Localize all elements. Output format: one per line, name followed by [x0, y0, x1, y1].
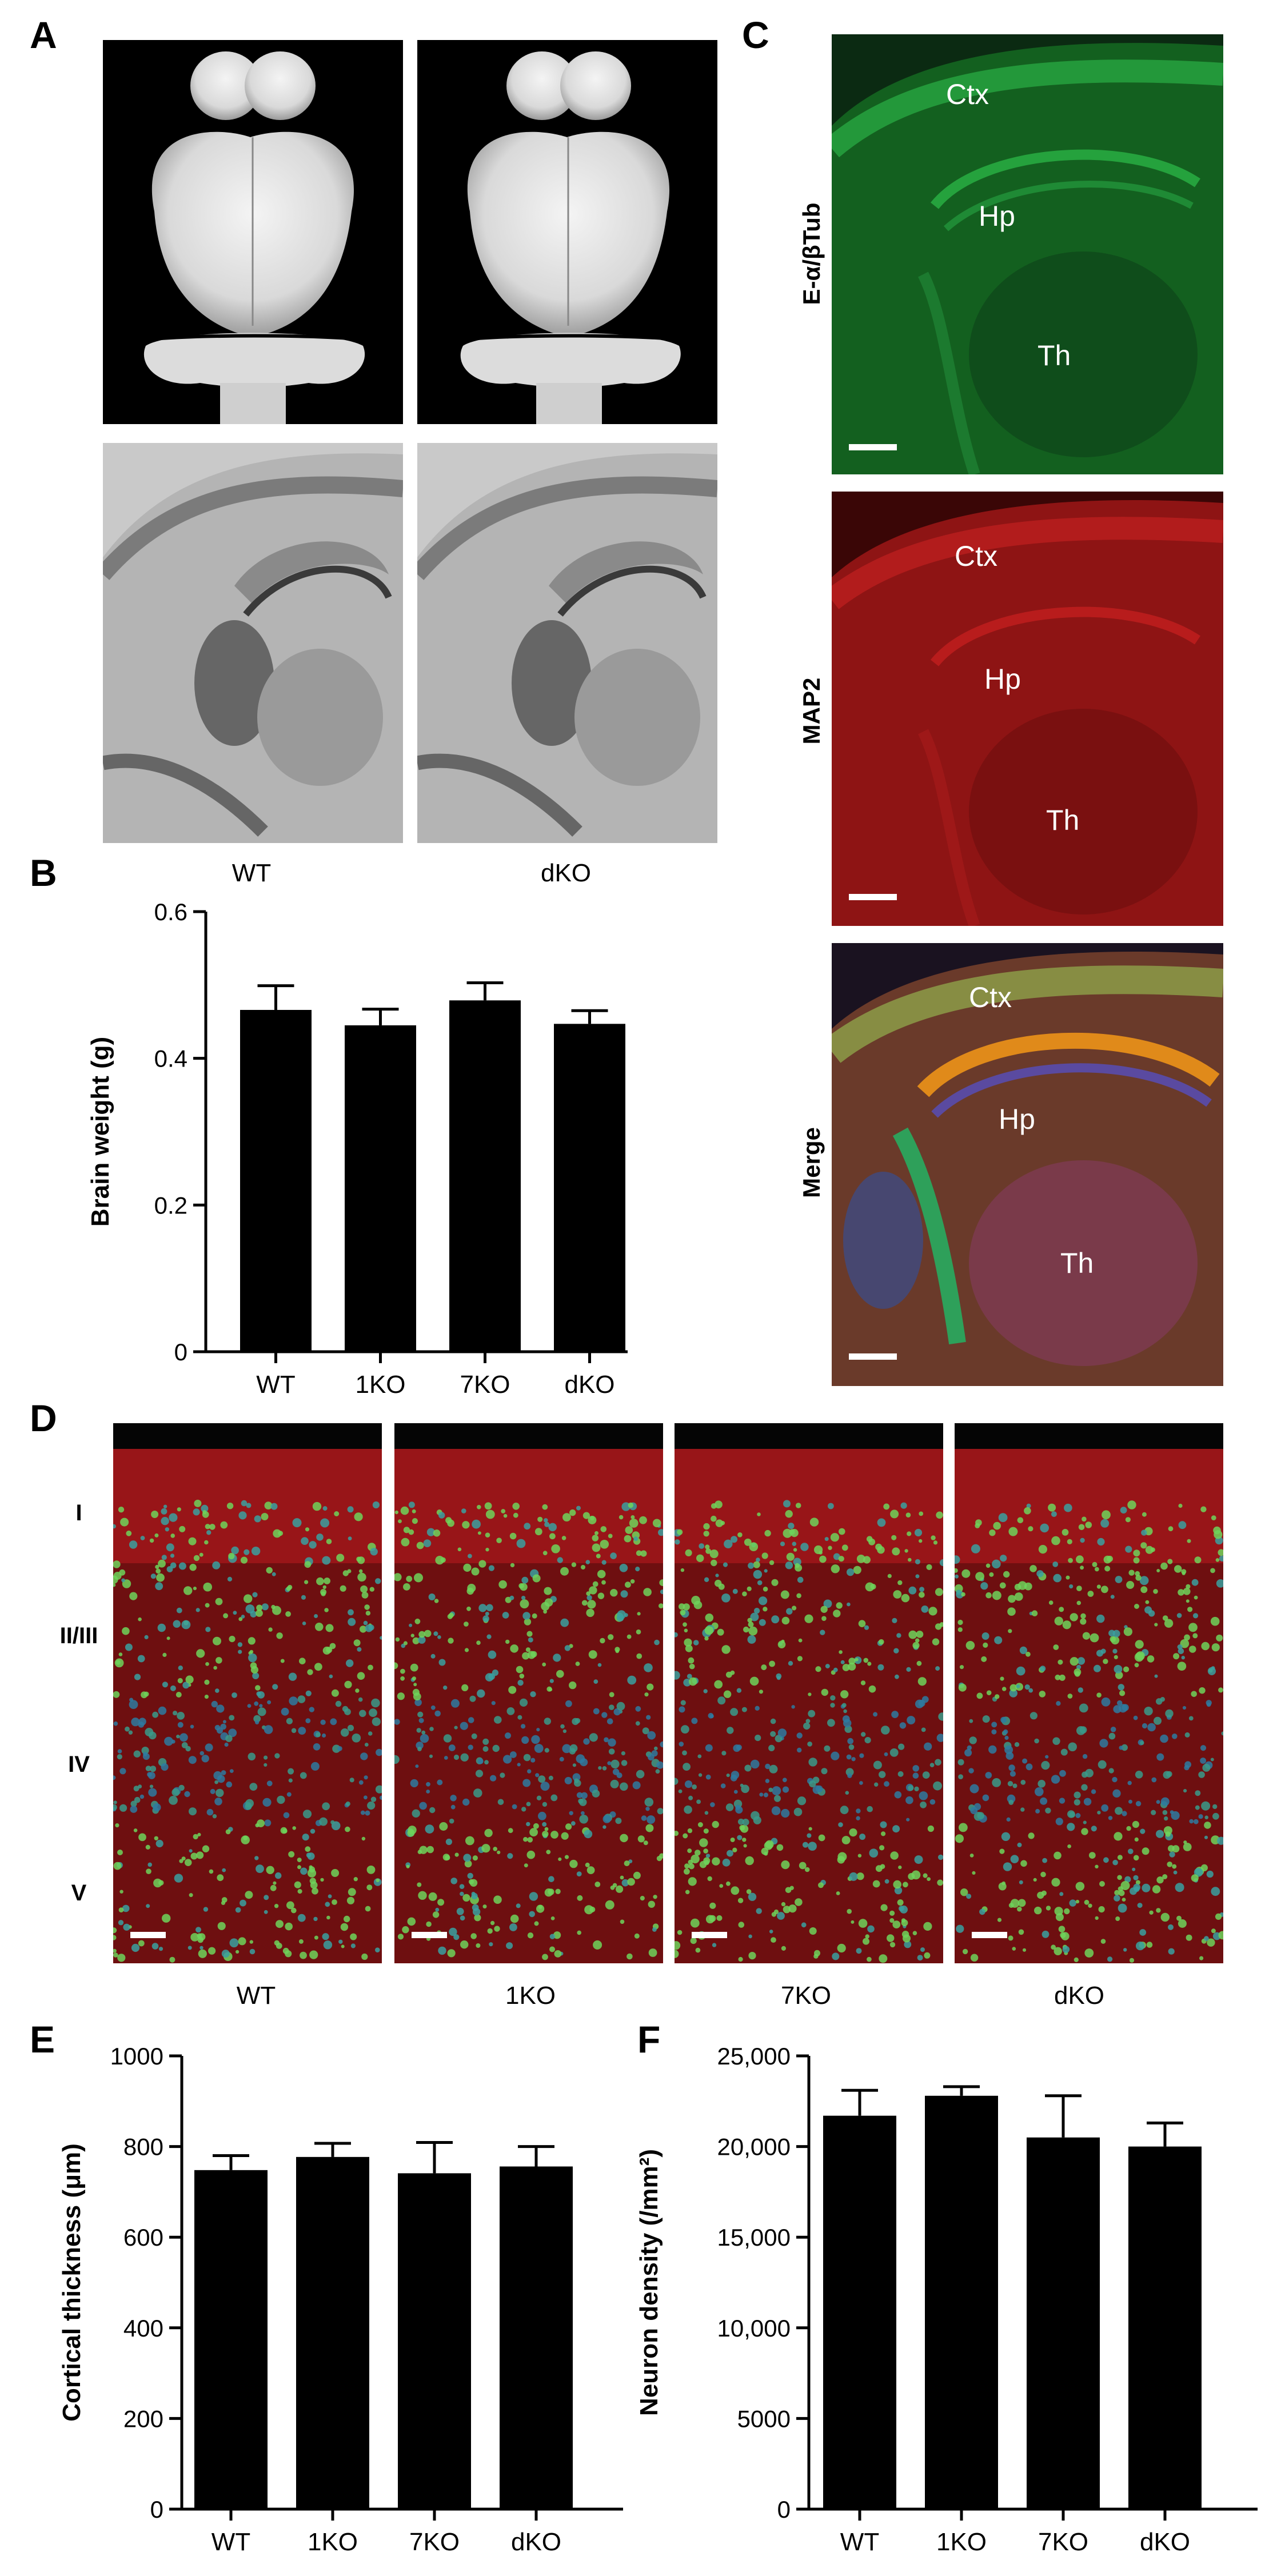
- panel-label-c: C: [742, 14, 769, 56]
- x-tick-label: 1KO: [355, 1371, 405, 1399]
- bar-dko: [554, 1024, 625, 1352]
- y-tick-label: 0.6: [154, 898, 187, 925]
- caption-d-1ko: 1KO: [505, 1982, 556, 2010]
- stain-label-tubulin: E-α/βTub: [798, 202, 825, 305]
- layer-label-ii-iii: II/III: [59, 1623, 98, 1648]
- ihc-merge-image: [832, 943, 1223, 1386]
- bar-wt: [194, 2170, 268, 2509]
- x-tick-label: 7KO: [1038, 2528, 1088, 2556]
- caption-d-7ko: 7KO: [780, 1982, 832, 2010]
- x-tick-label: WT: [256, 1371, 295, 1399]
- y-tick-label: 0: [777, 2496, 791, 2523]
- x-tick-label: dKO: [1140, 2528, 1190, 2556]
- y-tick-label: 800: [123, 2134, 163, 2160]
- y-tick-label: 15,000: [717, 2224, 791, 2251]
- caption-a-dko: dKO: [540, 859, 592, 887]
- y-tick-label: 10,000: [717, 2315, 791, 2342]
- stain-label-merge: Merge: [798, 1127, 825, 1198]
- brain-slice-dko-image: [417, 443, 717, 843]
- layer-label-i: I: [75, 1500, 82, 1525]
- scale-bar: [849, 894, 897, 900]
- y-tick-label: 0.4: [154, 1045, 187, 1072]
- bar-dko: [500, 2166, 573, 2509]
- brain-slice-wt-image: [103, 443, 403, 843]
- scale-bar: [412, 1932, 447, 1938]
- bar-7ko: [449, 1000, 521, 1352]
- whole-brain-wt-image: [103, 40, 403, 424]
- bar-wt: [823, 2115, 896, 2509]
- scale-bar: [692, 1932, 727, 1938]
- bar-7ko: [1027, 2137, 1100, 2509]
- region-label-th: Th: [1037, 340, 1071, 372]
- bar-1ko: [296, 2156, 369, 2509]
- x-tick-label: dKO: [511, 2528, 561, 2556]
- y-axis-label: Neuron density (/mm²): [635, 2149, 663, 2416]
- layer-label-iv: IV: [68, 1752, 90, 1777]
- y-tick-label: 400: [123, 2315, 163, 2342]
- ihc-map2-image: [832, 492, 1223, 926]
- region-label-ctx: Ctx: [955, 540, 997, 572]
- scale-bar: [849, 444, 897, 450]
- region-label-hp: Hp: [979, 200, 1015, 232]
- caption-d-dko: dKO: [1053, 1982, 1105, 2010]
- panel-label-d: D: [30, 1397, 57, 1439]
- layer-label-v: V: [71, 1880, 87, 1906]
- cortex-micrograph-dko: [955, 1423, 1223, 1963]
- x-tick-label: 1KO: [936, 2528, 987, 2556]
- region-label-hp: Hp: [999, 1103, 1035, 1135]
- chart-brain-weight: 0 0.2 0.4 0.6 Brain weight (g) WT 1KO 7KO dKO: [86, 898, 628, 1399]
- bar-1ko: [345, 1025, 416, 1352]
- x-tick-label: 1KO: [308, 2528, 358, 2556]
- y-tick-label: 0: [150, 2496, 163, 2523]
- y-tick-label: 600: [123, 2224, 163, 2251]
- y-tick-label: 20,000: [717, 2134, 791, 2160]
- panel-label-a: A: [30, 14, 57, 56]
- y-tick-label: 25,000: [717, 2043, 791, 2070]
- y-axis-label: Brain weight (g): [86, 1037, 114, 1227]
- x-tick-label: 7KO: [460, 1371, 510, 1399]
- cortex-micrograph-wt: [113, 1423, 382, 1963]
- panel-label-e: E: [30, 2018, 55, 2060]
- ihc-tubulin-image: [832, 34, 1223, 474]
- whole-brain-dko-image: [417, 40, 717, 424]
- caption-d-wt: WT: [236, 1982, 276, 2010]
- chart-neuron-density: 0 5000 10,000 15,000 20,000 25,000 Neuron dens…: [635, 2043, 1258, 2556]
- region-label-ctx: Ctx: [946, 78, 989, 110]
- stain-label-map2: MAP2: [798, 677, 825, 745]
- y-tick-label: 1000: [110, 2043, 163, 2070]
- scale-bar: [130, 1932, 166, 1938]
- caption-a-wt: WT: [232, 859, 272, 887]
- y-axis-label: Cortical thickness (μm): [58, 2143, 86, 2422]
- cortex-micrograph-7ko: [675, 1423, 943, 1963]
- chart-cortical-thickness: 0 200 400 600 800 1000 Cortical thickness (μm)…: [58, 2043, 623, 2556]
- x-tick-label: dKO: [564, 1371, 614, 1399]
- region-label-th: Th: [1060, 1247, 1094, 1279]
- panel-label-f: F: [637, 2018, 661, 2060]
- bar-1ko: [925, 2095, 998, 2509]
- region-label-hp: Hp: [984, 663, 1021, 695]
- bar-wt: [240, 1009, 312, 1352]
- bar-7ko: [398, 2173, 471, 2509]
- cortex-micrograph-1ko: [394, 1423, 663, 1963]
- y-tick-label: 0.2: [154, 1192, 187, 1219]
- scale-bar: [972, 1932, 1007, 1938]
- region-label-th: Th: [1046, 804, 1080, 836]
- y-tick-label: 200: [123, 2405, 163, 2432]
- x-tick-label: 7KO: [409, 2528, 460, 2556]
- panel-label-b: B: [30, 852, 57, 894]
- y-tick-label: 0: [174, 1339, 187, 1365]
- y-tick-label: 5000: [737, 2405, 791, 2432]
- bar-dko: [1128, 2146, 1202, 2509]
- region-label-ctx: Ctx: [969, 981, 1012, 1013]
- x-tick-label: WT: [840, 2528, 879, 2556]
- x-tick-label: WT: [212, 2528, 250, 2556]
- scale-bar: [849, 1353, 897, 1360]
